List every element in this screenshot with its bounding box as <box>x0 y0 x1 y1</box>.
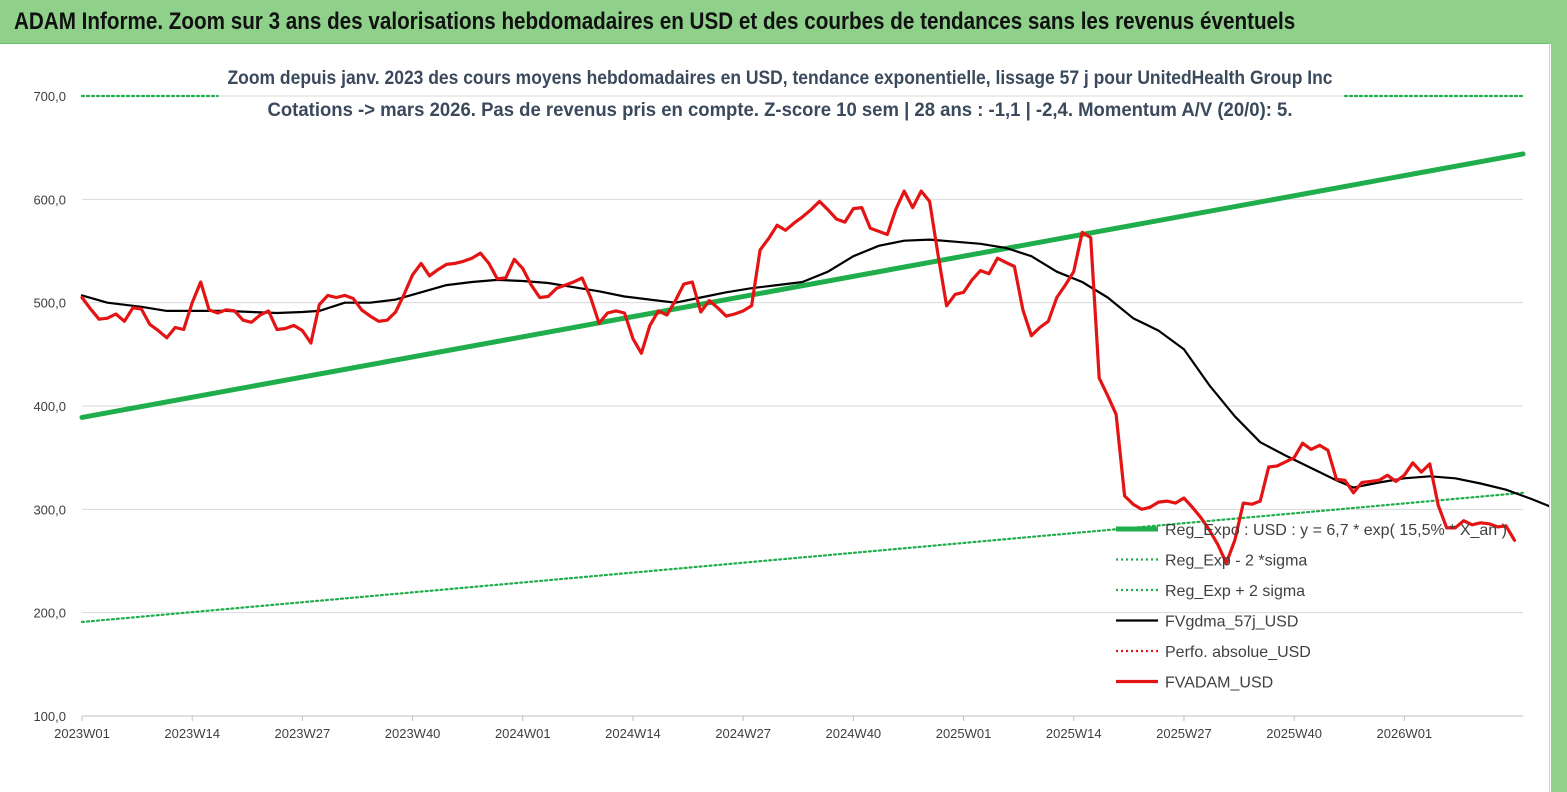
chart-subtitle: Cotations -> mars 2026. Pas de revenus p… <box>268 100 1293 121</box>
x-tick-label: 2025W40 <box>1266 726 1322 741</box>
header-banner: ADAM Informe. Zoom sur 3 ans des valoris… <box>0 0 1567 44</box>
series-line-trend <box>79 151 1526 420</box>
legend-label: Reg_Expo : USD : y = 6,7 * exp( 15,5% * … <box>1165 522 1507 539</box>
chart-frame: Zoom depuis janv. 2023 des cours moyens … <box>0 43 1550 792</box>
x-tick-label: 2024W01 <box>495 726 551 741</box>
y-tick-label: 600,0 <box>33 192 66 207</box>
legend-label: Reg_Exp + 2 sigma <box>1165 583 1305 600</box>
x-tick-label: 2023W14 <box>164 726 220 741</box>
x-tick-label: 2026W01 <box>1377 726 1433 741</box>
y-tick-label: 500,0 <box>33 296 66 311</box>
grid <box>82 95 1523 717</box>
x-tick-label: 2025W01 <box>936 726 992 741</box>
x-tick-label: 2025W27 <box>1156 726 1212 741</box>
page-title: ADAM Informe. Zoom sur 3 ans des valoris… <box>14 8 1296 35</box>
x-tick-label: 2023W27 <box>275 726 331 741</box>
legend-label: Perfo. absolue_USD <box>1165 644 1311 661</box>
x-tick-label: 2024W14 <box>605 726 661 741</box>
x-tick-label: 2025W14 <box>1046 726 1102 741</box>
series-line-price <box>80 189 1517 565</box>
y-tick-label: 300,0 <box>33 502 66 517</box>
series-layer <box>79 94 1549 624</box>
series-line-dotted-green <box>80 491 1525 624</box>
y-tick-label: 700,0 <box>33 89 66 104</box>
right-accent-bar <box>1551 43 1567 792</box>
legend: Reg_Expo : USD : y = 6,7 * exp( 15,5% * … <box>1116 522 1507 692</box>
x-tick-label: 2024W40 <box>826 726 882 741</box>
y-axis-ticks: 100,0 200,0 300,0 400,0 500,0 600,0 700,0 <box>33 89 66 724</box>
x-tick-label: 2023W40 <box>385 726 441 741</box>
y-tick-label: 200,0 <box>33 606 66 621</box>
y-tick-label: 100,0 <box>33 709 66 724</box>
legend-label: FVADAM_USD <box>1165 675 1273 692</box>
legend-label: FVgdma_57j_USD <box>1165 614 1298 631</box>
x-tick-label: 2023W01 <box>54 726 110 741</box>
y-tick-label: 400,0 <box>33 399 66 414</box>
chart-title: Zoom depuis janv. 2023 des cours moyens … <box>228 68 1333 89</box>
series-line-smooth <box>80 238 1549 508</box>
chart-svg: Zoom depuis janv. 2023 des cours moyens … <box>33 68 1549 741</box>
x-axis-ticks: 2023W01 2023W14 2023W27 2023W40 2024W01 2024W… <box>54 716 1432 741</box>
x-tick-label: 2024W27 <box>715 726 771 741</box>
legend-label: Reg_Exp - 2 *sigma <box>1165 553 1307 570</box>
